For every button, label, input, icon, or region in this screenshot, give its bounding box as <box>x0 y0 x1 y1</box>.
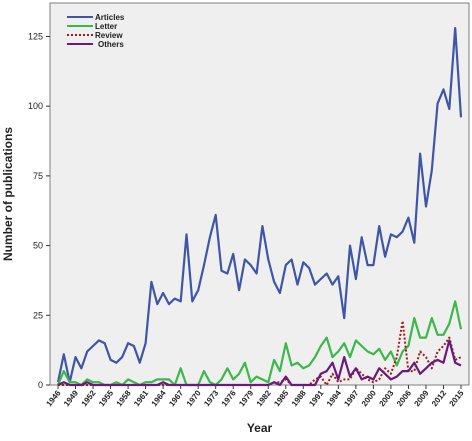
x-tick-label: 1961 <box>132 388 150 408</box>
x-tick-label: 1979 <box>237 388 255 408</box>
x-tick-label: 1970 <box>185 388 203 408</box>
x-tick-label: 1994 <box>325 388 343 408</box>
y-axis: 0 25 50 75 100 125 <box>28 31 50 390</box>
legend-label-letter: Letter <box>95 22 117 31</box>
x-tick-label: 2009 <box>412 388 430 408</box>
x-tick-label: 2012 <box>430 388 448 408</box>
y-tick-label: 50 <box>33 241 43 251</box>
x-tick-label: 2000 <box>360 388 378 408</box>
x-axis: 1946 1949 1952 1955 1958 1961 1964 1967 1970 1973… <box>45 385 466 408</box>
x-tick-label: 1985 <box>272 388 290 408</box>
y-tick-label: 75 <box>33 171 43 181</box>
legend-label-articles: Articles <box>95 13 125 22</box>
series-line-others <box>57 339 462 387</box>
x-tick-label: 1967 <box>167 388 185 408</box>
x-tick-label: 1958 <box>115 388 133 408</box>
x-tick-label: 1976 <box>220 388 238 408</box>
x-tick-label: 1952 <box>80 388 98 408</box>
x-tick-label: 1964 <box>150 388 168 408</box>
series-line-letter <box>56 300 463 387</box>
x-tick-label: 1955 <box>97 388 115 408</box>
x-tick-label: 1973 <box>202 388 220 408</box>
series-line-articles <box>56 27 463 384</box>
series-layer <box>56 27 463 387</box>
x-axis-label: Year <box>247 421 273 435</box>
x-tick-label: 1991 <box>307 388 325 408</box>
legend-label-review: Review <box>95 31 123 40</box>
x-tick-label: 1946 <box>45 388 63 408</box>
y-tick-label: 100 <box>28 101 43 111</box>
x-tick-label: 1988 <box>290 388 308 408</box>
x-tick-label: 2003 <box>377 388 395 408</box>
y-tick-label: 125 <box>28 31 43 41</box>
x-tick-label: 1997 <box>342 388 360 408</box>
y-tick-label: 0 <box>38 380 43 390</box>
x-tick-label: 1982 <box>255 388 273 408</box>
legend-label-others: Others <box>98 40 124 49</box>
plot-background <box>49 2 470 386</box>
y-axis-label: Number of publications <box>1 127 15 261</box>
x-tick-label: 2015 <box>448 388 466 408</box>
x-tick-label: 1949 <box>62 388 80 408</box>
y-tick-label: 25 <box>33 310 43 320</box>
x-tick-label: 2006 <box>395 388 413 408</box>
